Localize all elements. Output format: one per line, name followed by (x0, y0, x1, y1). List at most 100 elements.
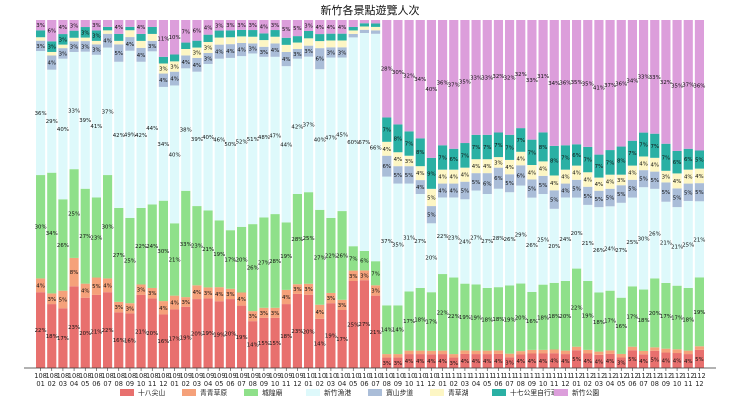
data-label: 32% (660, 80, 672, 86)
data-label: 39% (79, 118, 91, 124)
data-label: 33% (470, 75, 482, 81)
bar-segment (248, 321, 258, 368)
bar-segment (203, 20, 213, 35)
bar-segment (382, 155, 392, 177)
bar-segment (348, 281, 358, 368)
bar-segment (661, 201, 671, 283)
x-axis-ticks: 1080110802108031080410805108061080710808… (34, 368, 706, 388)
data-label: 33% (526, 78, 538, 84)
bar-segment (47, 293, 57, 305)
bar-segment (538, 353, 548, 368)
bar-segment (47, 51, 57, 56)
data-label: 32% (504, 75, 516, 81)
bar-segment (694, 20, 704, 151)
bar-segment (125, 30, 135, 38)
bar-segment (505, 134, 515, 160)
bar-segment (371, 285, 381, 296)
data-label: 4% (137, 53, 146, 59)
bar-segment (237, 56, 247, 227)
data-label: 26% (526, 243, 538, 249)
bar-segment (694, 150, 704, 169)
bar-segment (181, 68, 191, 191)
bar-segment (359, 29, 369, 34)
x-tick-label-month: 02 (584, 380, 592, 388)
bar-segment (304, 45, 314, 57)
x-tick-label-year: 111 (526, 372, 539, 380)
data-label: 22% (135, 244, 147, 250)
x-tick-label-year: 112 (637, 372, 650, 380)
bar-segment (147, 40, 157, 52)
legend-label: 新竹漁港 (324, 388, 351, 397)
bar-segment (315, 48, 325, 70)
data-label: 22% (102, 328, 114, 334)
bar-segment (415, 194, 425, 288)
bar-segment (616, 174, 626, 186)
bar-segment (583, 172, 593, 187)
bar-segment (493, 157, 503, 168)
data-label: 5% (695, 190, 704, 196)
data-label: 4% (338, 25, 347, 31)
bar-segment (248, 20, 258, 31)
legend-label: 城隍廟 (262, 388, 283, 397)
data-label: 4% (438, 175, 447, 181)
bar-segment (672, 353, 682, 368)
x-tick-label-month: 04 (338, 380, 346, 388)
data-label: 4% (226, 49, 235, 55)
bar-segment (471, 350, 481, 355)
bar-segment (281, 44, 291, 52)
bar-segment (270, 43, 280, 57)
bar-segment (47, 55, 57, 70)
bar-segment (382, 141, 392, 156)
data-label: 3% (193, 51, 202, 57)
bar-segment (281, 51, 291, 67)
bar-segment (560, 350, 570, 355)
bar-segment (371, 20, 381, 24)
bar-segment (91, 44, 101, 55)
data-label: 22% (437, 234, 449, 240)
data-label: 4% (528, 359, 537, 365)
x-tick-label-month: 02 (182, 380, 190, 388)
bar-segment (572, 144, 582, 166)
data-label: 6% (449, 157, 458, 163)
bar-segment (672, 20, 682, 151)
data-label: 3% (92, 34, 101, 40)
x-tick-label-year: 112 (593, 372, 606, 380)
data-label: 17% (224, 257, 236, 263)
bar-segment (393, 166, 403, 184)
data-label: 19% (213, 333, 225, 339)
data-label: 5% (505, 181, 514, 187)
data-label: 21% (90, 329, 102, 335)
bar-segment (91, 197, 101, 278)
data-label: 18% (481, 317, 493, 323)
bar-segment (560, 281, 570, 351)
data-label: 17% (57, 336, 69, 342)
legend-swatch (368, 389, 382, 396)
data-label: 28% (269, 259, 281, 265)
data-label: 7% (561, 155, 570, 161)
bar-segment (382, 117, 392, 142)
data-label: 8% (394, 136, 403, 142)
bar-segment (91, 54, 101, 198)
bar-segment (672, 285, 682, 350)
x-tick-label-month: 11 (282, 380, 290, 388)
data-label: 7% (371, 271, 380, 277)
bar-segment (594, 190, 604, 208)
bar-segment (203, 52, 213, 64)
data-label: 18% (280, 334, 292, 340)
bar-segment (482, 354, 492, 368)
bar-segment (404, 350, 414, 355)
bar-segment (203, 210, 213, 288)
x-tick-label-year: 109 (191, 372, 204, 380)
data-label: 16% (157, 339, 169, 345)
data-label: 3% (148, 291, 157, 297)
bar-segment (337, 47, 347, 58)
bar-segment (192, 206, 202, 286)
data-label: 17% (425, 319, 437, 325)
data-label: 18% (638, 318, 650, 324)
bar-segment (147, 33, 157, 41)
data-label: 16% (124, 339, 136, 345)
bar-segment (270, 56, 280, 215)
data-label: 23% (90, 236, 102, 242)
bar-segment (605, 206, 615, 291)
bar-segment (605, 353, 615, 368)
